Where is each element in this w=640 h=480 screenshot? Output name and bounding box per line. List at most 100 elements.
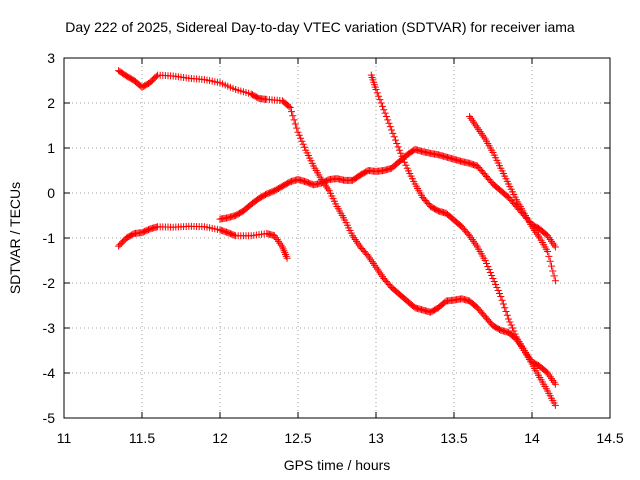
data-point — [372, 86, 380, 93]
data-point — [511, 330, 519, 338]
data-point — [373, 89, 381, 97]
data-point — [283, 254, 291, 262]
data-point — [301, 143, 308, 151]
data-point — [494, 287, 502, 294]
data-point — [497, 293, 505, 300]
y-tick-label: -3 — [43, 320, 56, 336]
data-point — [401, 158, 409, 166]
data-point — [545, 252, 553, 260]
x-tick-label: 14 — [524, 430, 540, 446]
data-point — [485, 266, 493, 273]
data-point — [384, 116, 392, 124]
data-point — [551, 277, 559, 285]
plot-frame — [63, 57, 611, 419]
data-point — [398, 152, 406, 160]
data-point — [550, 272, 558, 280]
series-sat-e — [466, 113, 559, 285]
data-point — [399, 155, 407, 163]
x-axis-label: GPS time / hours — [284, 457, 391, 473]
y-tick-label: 0 — [47, 185, 55, 201]
data-point — [388, 126, 396, 134]
data-point — [551, 401, 559, 409]
grid-lines — [64, 58, 610, 418]
x-tick-label: 12.5 — [284, 430, 311, 446]
data-point — [486, 269, 494, 276]
data-point — [380, 106, 388, 114]
data-point — [392, 136, 399, 144]
y-tick-label: -1 — [43, 230, 56, 246]
data-point — [489, 275, 497, 282]
y-axis-label: SDTVAR / TECUs — [7, 182, 23, 294]
data-point — [509, 324, 516, 332]
y-tick-label: 3 — [47, 50, 55, 66]
data-point — [499, 300, 507, 308]
x-tick-label: 13 — [368, 430, 384, 446]
data-point — [492, 281, 500, 288]
data-point — [549, 267, 557, 275]
series-sat-d — [367, 71, 559, 409]
data-point — [507, 321, 515, 329]
data-point — [498, 296, 506, 304]
data-point — [481, 257, 489, 264]
data-point — [544, 248, 552, 255]
data-point — [152, 72, 160, 80]
x-tick-label: 11 — [57, 430, 72, 446]
data-point — [379, 102, 386, 110]
data-point — [395, 146, 403, 154]
data-points — [115, 67, 559, 409]
x-tick-label: 14.5 — [596, 430, 623, 446]
data-point — [385, 119, 393, 127]
x-tick-label: 12 — [212, 430, 228, 446]
y-tick-label: -4 — [43, 365, 56, 381]
data-point — [390, 133, 398, 141]
data-point — [291, 120, 299, 128]
data-point — [289, 112, 297, 120]
data-point — [496, 290, 503, 297]
data-point — [502, 308, 510, 315]
data-point — [551, 243, 559, 251]
data-point — [297, 134, 305, 142]
data-point — [551, 380, 559, 388]
y-tick-label: 1 — [47, 140, 55, 156]
data-point — [506, 318, 514, 326]
data-point — [397, 149, 405, 157]
data-point — [488, 272, 496, 279]
data-point — [298, 137, 306, 145]
series-sat-a — [115, 67, 559, 388]
data-point — [493, 284, 501, 291]
y-tick-label: 2 — [47, 95, 55, 111]
chart-title: Day 222 of 2025, Sidereal Day-to-day VTE… — [65, 19, 575, 35]
data-point — [299, 140, 307, 148]
data-point — [393, 140, 401, 147]
data-point — [548, 262, 555, 270]
x-tick-label: 11.5 — [129, 430, 155, 446]
data-point — [286, 104, 294, 111]
series-sat-b — [115, 222, 291, 262]
data-point — [290, 116, 298, 124]
data-point — [389, 129, 397, 137]
data-point — [230, 231, 238, 239]
data-point — [501, 304, 509, 312]
data-point — [483, 260, 490, 267]
data-point — [503, 311, 511, 319]
data-point — [382, 113, 390, 120]
data-point — [294, 128, 302, 136]
data-point — [510, 327, 518, 335]
data-point — [402, 161, 410, 169]
data-point — [288, 108, 295, 116]
data-point — [293, 124, 301, 132]
data-point — [376, 96, 384, 104]
y-tick-label: -2 — [43, 275, 56, 291]
data-point — [484, 263, 492, 270]
data-point — [381, 109, 389, 117]
data-point — [375, 92, 383, 100]
data-point — [546, 257, 554, 265]
data-point — [394, 143, 402, 151]
y-tick-label: -5 — [43, 410, 56, 426]
x-tick-label: 13.5 — [440, 430, 467, 446]
data-point — [295, 131, 303, 139]
data-point — [505, 315, 513, 323]
data-point — [285, 102, 293, 110]
